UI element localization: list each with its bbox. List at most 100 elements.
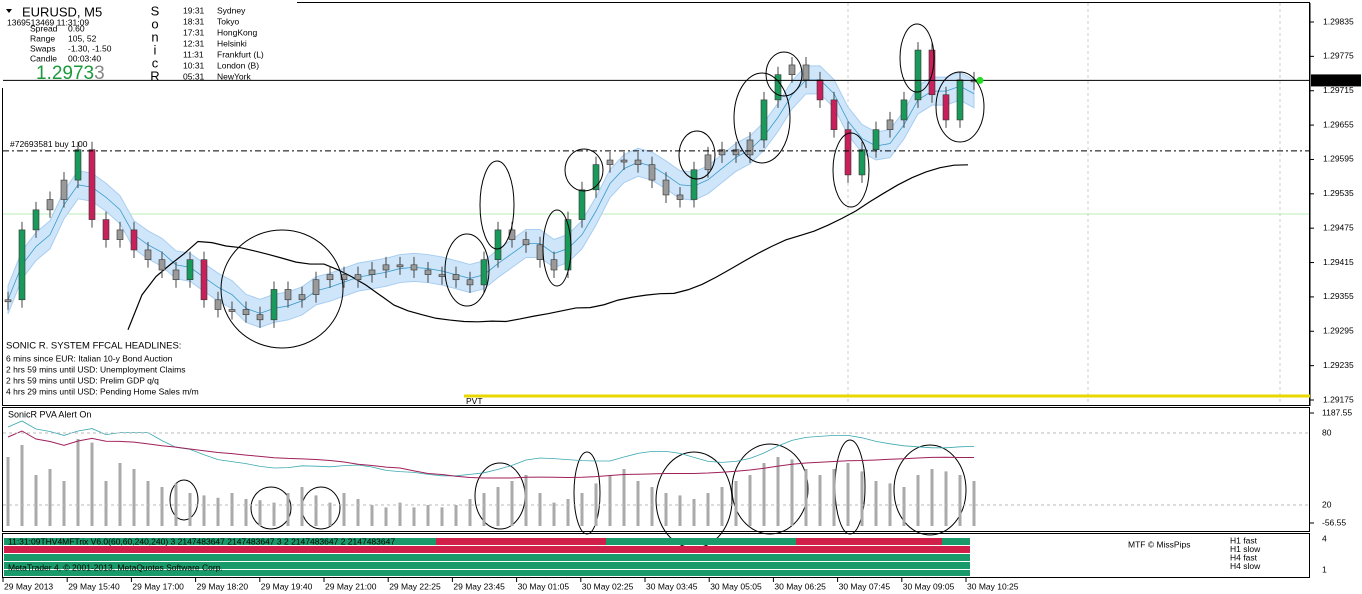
price-tick-label: 1.29655 [1323,119,1354,129]
volume-bar [818,475,822,526]
volume-bar [734,481,738,526]
candle-body [424,269,432,275]
candle-body [74,149,82,181]
volume-bar [300,487,304,526]
candle-body [634,159,642,165]
session-city: NewYork [217,71,251,81]
candle-body [480,259,488,286]
headline: 2 hrs 59 mins until USD: Unemployment Cl… [6,364,186,374]
session-time: 19:31 [183,5,205,15]
volume-bar [622,469,626,526]
volume-bar [146,481,150,526]
price-tick-label: 1.29595 [1323,154,1354,164]
volume-bar [160,487,164,526]
candle-body [466,279,474,286]
volume-panel [2,407,1310,532]
volume-title: SonicR PVA Alert On [8,409,91,419]
info-label: Range [30,33,55,43]
volume-bar [790,459,794,526]
candle-body [88,149,96,220]
trix-strips [4,538,970,576]
volume-tick-label: 20 [1322,499,1332,509]
candle-body [46,199,54,211]
volume-bar [90,442,94,526]
trix-scale-bottom: 1 [1322,564,1327,574]
volume-bar [20,445,24,526]
session-city: London (B) [217,60,259,70]
candle-body [312,279,320,295]
volume-bar [104,481,108,526]
candle-body [774,74,782,101]
candle-body [242,309,250,315]
ma-slow [127,164,969,330]
volume-ma-slow [7,430,974,479]
candle-body [536,244,544,260]
info-label: Spread [30,23,58,33]
volume-bar [314,495,318,526]
candle-body [942,94,950,121]
volume-bar [328,502,332,526]
ma-fast [7,79,975,314]
price-tick-label: 1.29415 [1323,257,1354,267]
vertical-grid [847,3,1281,405]
candle-body [144,249,152,260]
candle-body [354,274,362,281]
candle-body [830,99,838,130]
volume-bar [692,499,696,526]
candle-body [116,229,124,240]
dropdown-arrow [6,9,12,13]
volume-bar [482,493,486,526]
volume-bar [454,505,458,526]
volume-ma-fast [7,420,975,477]
sonic-letter: n [151,29,158,44]
volume-bar [860,471,864,526]
candle-body [620,159,628,163]
session-time: 11:31 [183,49,204,59]
volume-bar [664,493,668,526]
volume-bar [118,463,122,526]
sonic-letter: S [151,3,160,18]
info-label: Candle [30,53,57,63]
volume-bar [930,469,934,526]
candle-body [270,289,278,321]
candle-body [186,259,194,281]
volume-bar [398,502,402,526]
candle-body [214,299,222,310]
volume-bar [594,483,598,526]
time-label: 29 May 18:20 [197,581,249,591]
info-value: 00:03:40 [68,53,101,63]
symbol: EURUSD, M5 [22,4,102,19]
volume-bar [258,500,262,526]
volume-bar [776,457,780,526]
price-tick-label: 1.29775 [1323,51,1354,61]
volume-bar [636,481,640,526]
session-time: 05:31 [183,71,205,81]
volume-bar [972,481,976,526]
sonic-letter: c [152,55,159,70]
price-tick-label: 1.29295 [1323,326,1354,336]
candle-body [298,294,306,301]
candle-body [326,274,334,281]
time-label: 29 May 21:00 [325,581,377,591]
candle-body [592,164,600,191]
session-time: 10:31 [183,60,205,70]
price-tick-label: 1.29835 [1323,16,1354,26]
candle-body [438,274,446,277]
volume-bar [762,463,766,526]
candle-body [340,274,348,281]
info-value: 105, 52 [68,33,97,43]
sonic-letter: o [151,16,158,31]
volume-bar [202,495,206,526]
candle-body [32,209,40,231]
candle-body [410,264,418,271]
time-label: 30 May 02:25 [582,581,634,591]
time-label: 29 May 22:25 [389,581,441,591]
volume-bar [608,475,612,526]
candle-body [158,259,166,271]
axes: 1.29835 1.29775 1.29715 1.29655 1.29595 1.295… [2,3,1361,591]
candle-body [382,264,390,271]
volume-bar [230,493,234,526]
volume-bar [272,502,276,526]
session-city: Helsinki [217,38,247,48]
